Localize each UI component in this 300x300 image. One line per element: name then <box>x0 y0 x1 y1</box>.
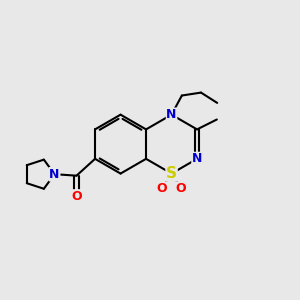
Text: O: O <box>157 182 167 195</box>
Text: N: N <box>49 168 60 181</box>
Text: S: S <box>166 166 177 181</box>
Text: N: N <box>167 108 177 121</box>
Text: N: N <box>49 168 60 181</box>
Text: N: N <box>192 152 202 165</box>
Text: O: O <box>71 190 82 203</box>
Text: O: O <box>176 182 186 195</box>
